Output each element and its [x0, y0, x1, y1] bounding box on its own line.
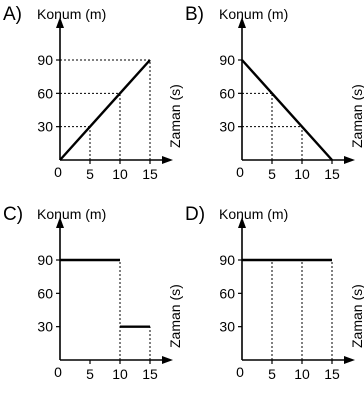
y-tick-label: 30	[37, 119, 53, 135]
guide-lines	[242, 92, 303, 160]
x-tick-label: 5	[86, 166, 94, 182]
x-axis-title: Zaman (s)	[349, 84, 364, 148]
y-axis-arrow	[238, 17, 246, 28]
y-axis-title: Konum (m)	[219, 206, 288, 222]
x-tick-label: 15	[324, 366, 340, 382]
tick-labels: 30 60 90 5 10 15 0	[219, 252, 340, 382]
x-tick-label: 10	[112, 166, 128, 182]
x-tick-label: 15	[142, 366, 158, 382]
x-axis-arrow	[344, 356, 355, 364]
y-tick-label: 30	[219, 119, 235, 135]
x-tick-label: 15	[324, 166, 340, 182]
data-series	[59, 59, 151, 161]
guide-lines	[60, 59, 151, 160]
series-line	[59, 59, 151, 161]
x-axis-title: Zaman (s)	[349, 284, 364, 348]
y-axis-title: Konum (m)	[219, 6, 288, 22]
x-axis-arrow	[344, 156, 355, 164]
x-tick-label: 10	[294, 166, 310, 182]
y-tick-label: 90	[219, 52, 235, 68]
x-axis-title: Zaman (s)	[167, 284, 183, 348]
x-axis-arrow	[162, 356, 173, 364]
x-axis-arrow	[162, 156, 173, 164]
tick-labels: 30 60 90 5 10 15 0	[219, 52, 340, 182]
y-axis-arrow	[56, 17, 64, 28]
series-line	[241, 59, 333, 161]
y-tick-label: 60	[37, 285, 53, 301]
y-tick-label: 30	[37, 319, 53, 335]
guide-lines	[271, 260, 333, 360]
tick-labels: 30 60 90 5 10 15 0	[37, 52, 158, 182]
option-c-graph: C) Konum (m) Zaman (s) 30 60 90 5 10 15 0	[0, 200, 183, 397]
y-axis-title: Konum (m)	[37, 6, 106, 22]
origin-label: 0	[236, 364, 244, 380]
option-label: B)	[185, 4, 204, 25]
option-b-graph: B) Konum (m) Zaman (s) 30 60 90 5 10 15 0	[182, 0, 364, 197]
x-tick-label: 10	[112, 366, 128, 382]
origin-label: 0	[236, 164, 244, 180]
y-tick-label: 60	[37, 85, 53, 101]
x-axis-title: Zaman (s)	[167, 84, 183, 148]
x-tick-label: 5	[268, 166, 276, 182]
y-axis-arrow	[238, 217, 246, 228]
y-tick-label: 90	[37, 52, 53, 68]
origin-label: 0	[54, 164, 62, 180]
axes	[56, 217, 173, 364]
data-series	[241, 59, 333, 161]
y-tick-label: 90	[219, 252, 235, 268]
y-axis-arrow	[56, 217, 64, 228]
option-label: C)	[3, 204, 23, 225]
option-a-graph: A) Konum (m) Zaman (s) 30 60 90 5 10 15 0	[0, 0, 183, 197]
axes	[238, 217, 355, 364]
guide-lines	[119, 260, 151, 360]
tick-labels: 30 60 90 5 10 15 0	[37, 252, 158, 382]
y-axis-title: Konum (m)	[37, 206, 106, 222]
axes	[238, 17, 355, 164]
y-tick-label: 60	[219, 85, 235, 101]
y-tick-label: 90	[37, 252, 53, 268]
y-tick-label: 30	[219, 319, 235, 335]
option-d-graph: D) Konum (m) Zaman (s) 30 60 90 5 10 15 0	[182, 200, 364, 397]
x-tick-label: 5	[86, 366, 94, 382]
option-label: A)	[3, 4, 22, 25]
x-tick-label: 5	[268, 366, 276, 382]
x-tick-label: 10	[294, 366, 310, 382]
axes	[56, 17, 173, 164]
x-tick-label: 15	[142, 166, 158, 182]
data-series	[60, 258, 150, 328]
origin-label: 0	[54, 364, 62, 380]
option-label: D)	[185, 204, 205, 225]
y-tick-label: 60	[219, 285, 235, 301]
